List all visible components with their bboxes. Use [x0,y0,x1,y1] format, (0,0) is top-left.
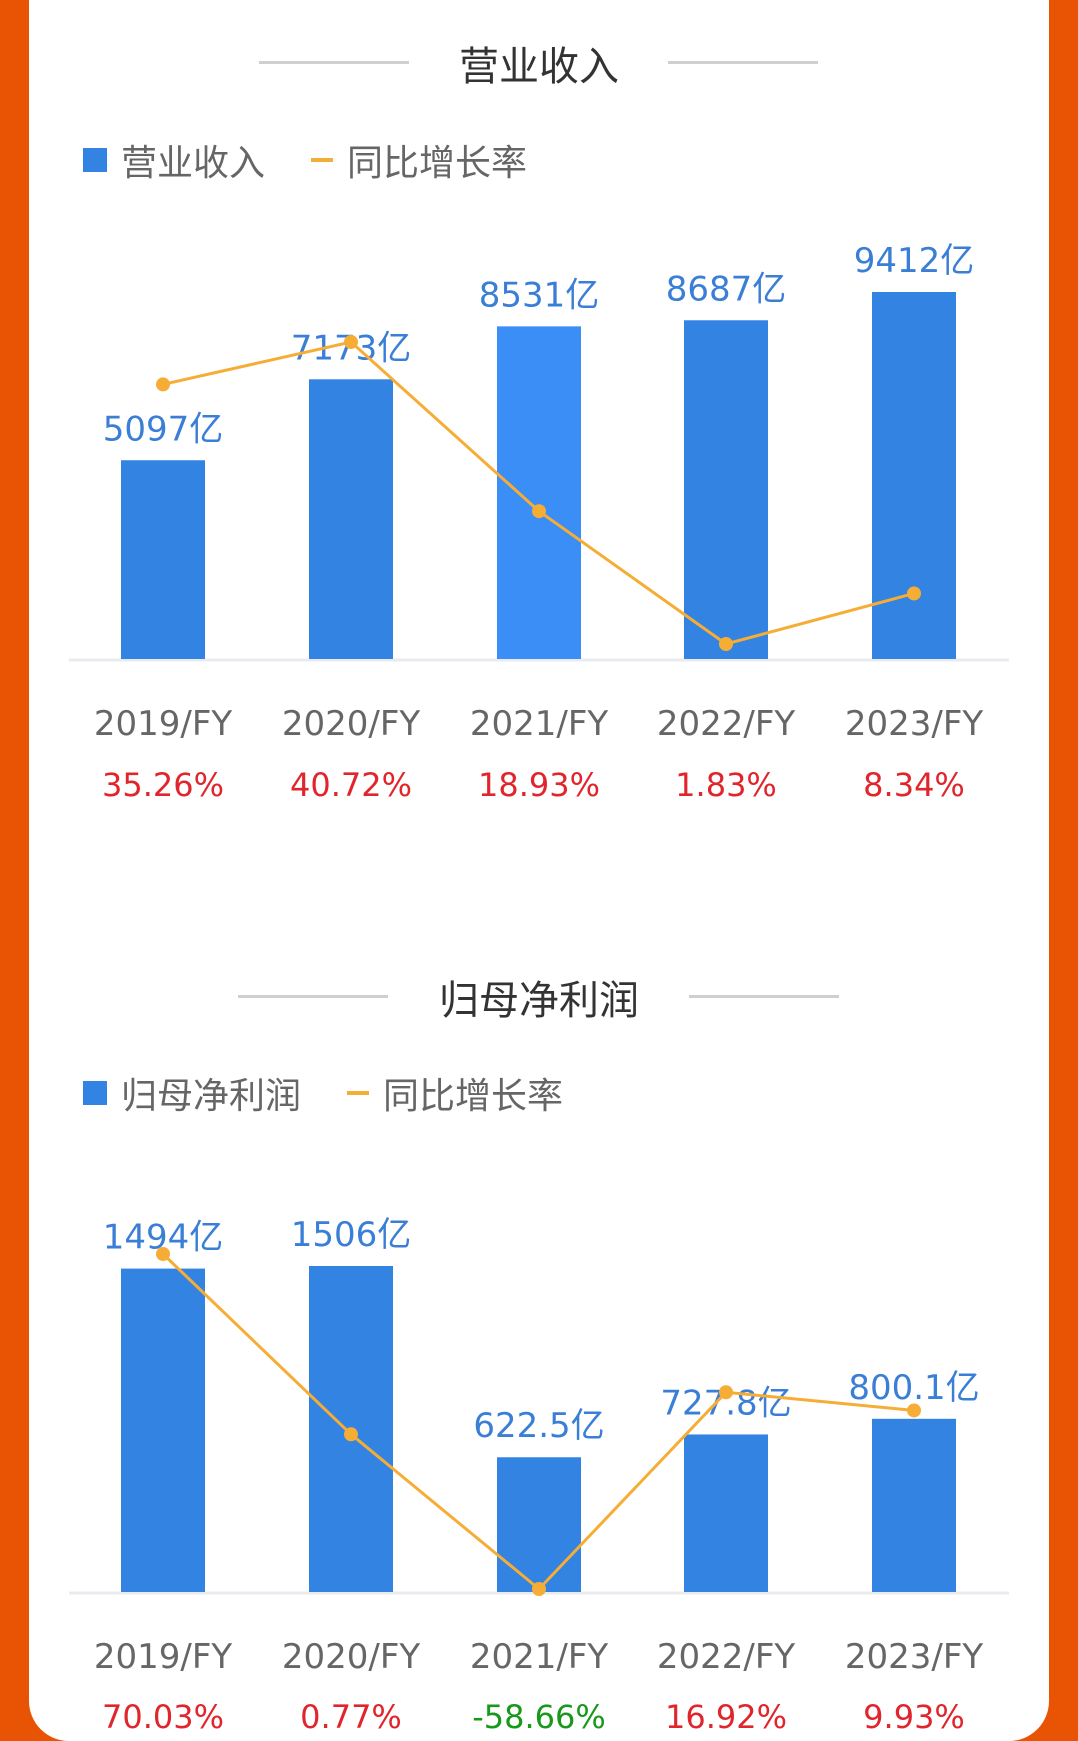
x-tick-label: 2020/FY [282,1637,421,1677]
x-tick-label: 2021/FY [470,704,609,744]
title-divider-left [259,61,409,64]
x-tick-label: 2022/FY [657,704,796,744]
bar-value-label: 1506亿 [291,1215,412,1255]
growth-rate-label: 9.93% [863,1698,965,1736]
growth-rate-point [156,377,170,392]
bar-2019/FY [121,1268,205,1592]
legend-bar-label: 营业收入 [121,143,266,184]
line-legend-swatch [347,1091,370,1095]
revenue-chart-title: 营业收入 [459,44,619,90]
title-divider-right [689,995,839,998]
growth-rate-point [907,586,921,601]
growth-rate-label: -58.66% [472,1698,606,1736]
growth-rate-point [344,1427,358,1442]
legend-line-label: 同比增长率 [383,1076,564,1117]
growth-rate-point [719,637,733,651]
net-profit-chart-title: 归母净利润 [439,978,639,1024]
growth-rate-label: 0.77% [300,1698,402,1736]
revenue-legend[interactable]: 营业收入 同比增长率 [83,134,527,186]
x-tick-label: 2019/FY [94,1637,233,1677]
growth-rate-point [532,504,546,519]
line-legend-swatch [311,158,334,162]
bar-value-label: 622.5亿 [473,1406,604,1446]
title-divider-right [668,61,818,64]
bar-value-label: 9412亿 [854,241,975,281]
growth-rate-label: 8.34% [863,766,965,804]
growth-rate-point [344,335,358,349]
bar-2023/FY [872,1418,956,1592]
revenue-chart: 5097亿2019/FY35.26%7173亿2020/FY40.72%8531… [69,241,1009,804]
bar-value-label: 5097亿 [103,409,224,449]
growth-rate-point [907,1403,921,1418]
legend-bar-label: 归母净利润 [121,1076,302,1117]
growth-rate-label: 40.72% [290,766,412,804]
growth-rate-label: 1.83% [675,766,777,804]
bar-legend-swatch [83,1081,107,1105]
growth-rate-label: 16.92% [665,1698,787,1736]
bar-2022/FY [684,1434,768,1592]
bar-value-label: 800.1亿 [848,1368,979,1408]
bar-legend-swatch [83,148,107,172]
growth-rate-label: 35.26% [102,766,224,804]
bar-2022/FY [684,320,768,659]
bar-2021/FY [497,326,581,659]
bar-value-label: 8687亿 [666,269,787,309]
x-tick-label: 2021/FY [470,1637,609,1677]
bar-2021/FY [497,1457,581,1592]
growth-rate-point [719,1385,733,1400]
growth-rate-label: 70.03% [102,1698,224,1736]
bar-value-label: 8531亿 [479,275,600,315]
x-tick-label: 2023/FY [845,704,984,744]
x-tick-label: 2023/FY [845,1637,984,1677]
x-tick-label: 2022/FY [657,1637,796,1677]
x-tick-label: 2020/FY [282,704,421,744]
bar-2019/FY [121,460,205,659]
net-profit-legend[interactable]: 归母净利润 同比增长率 [83,1067,563,1119]
growth-rate-label: 18.93% [478,766,600,804]
legend-line-label: 同比增长率 [347,143,528,184]
title-divider-left [238,995,388,998]
x-tick-label: 2019/FY [94,704,233,744]
bar-2020/FY [309,379,393,659]
growth-rate-point [532,1582,546,1596]
growth-rate-point [156,1247,170,1261]
